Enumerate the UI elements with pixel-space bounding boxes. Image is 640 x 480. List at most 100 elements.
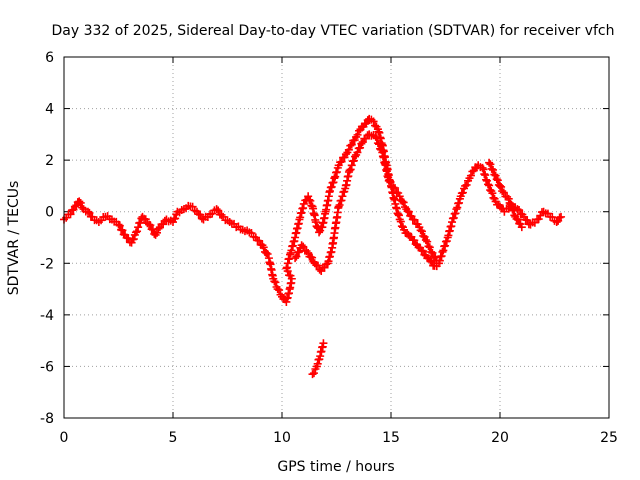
data-point [482,176,491,185]
data-point [141,215,150,224]
data-point [478,163,487,172]
data-point [304,248,313,257]
data-point [507,201,516,210]
data-point [488,189,497,198]
data-point [375,140,384,149]
data-point [357,139,366,148]
y-tick-label: 2 [45,153,54,169]
data-point [486,160,495,169]
data-point [344,145,353,154]
data-point [508,205,517,214]
data-point [345,166,354,175]
data-point [353,130,362,139]
data-point [304,192,313,201]
data-point [395,192,404,201]
data-point [255,236,264,245]
y-tick-label: -8 [40,411,54,427]
data-point [373,139,382,148]
y-tick-label: -4 [40,308,54,324]
data-point [299,199,308,208]
data-point [311,218,320,227]
x-tick-label: 5 [169,430,178,446]
data-point [131,228,140,237]
data-point [484,180,493,189]
data-point [309,369,318,378]
data-point [351,152,360,161]
data-point [452,205,461,214]
y-tick-label: -6 [40,359,54,375]
data-point [491,171,500,180]
data-point [423,237,432,246]
data-point [418,247,427,256]
data-point [129,235,138,244]
data-point [315,228,324,237]
data-point [461,181,470,190]
data-point [372,134,381,143]
data-point [509,206,518,215]
data-point [427,247,436,256]
data-point [334,202,343,211]
data-point [451,209,460,218]
data-point [291,254,300,263]
data-point [557,212,566,221]
data-point [480,170,489,179]
data-point [453,203,462,212]
data-point [479,165,488,174]
data-point [384,176,393,185]
data-point [416,226,425,235]
data-point [313,261,322,270]
data-point [482,175,491,184]
data-point [404,207,413,216]
data-point [468,167,477,176]
data-point [76,198,85,207]
data-point [308,370,317,379]
data-point [115,221,124,230]
data-point [417,227,426,236]
data-point [332,168,341,177]
data-point [320,263,329,272]
data-point [552,218,561,227]
data-point [154,224,163,233]
data-point [337,157,346,166]
data-point [153,228,162,237]
y-tick-label: 0 [45,205,54,221]
data-point [421,236,430,245]
data-point [305,195,314,204]
data-point [466,171,475,180]
data-point [391,184,400,193]
data-point [346,141,355,150]
data-point [329,178,338,187]
data-point [534,215,543,224]
data-point [492,175,501,184]
x-tick-label: 20 [491,430,509,446]
data-point [361,134,370,143]
data-point [419,231,428,240]
data-point [263,250,272,259]
data-point [399,198,408,207]
data-point [212,205,221,214]
x-axis-label: GPS time / hours [277,459,394,475]
x-tick-label: 15 [382,430,400,446]
data-point [442,237,451,246]
y-axis-label: SDTVAR / TECUs [6,181,22,296]
data-point [349,156,358,165]
data-point [114,220,123,229]
data-point [517,223,526,232]
chart-title: Day 332 of 2025, Sidereal Day-to-day VTE… [51,23,614,39]
data-point [83,207,92,216]
data-point [275,286,284,295]
data-point [398,197,407,206]
data-point [330,174,339,183]
data-point [439,246,448,255]
data-point [485,181,494,190]
data-point [306,196,315,205]
data-point [428,248,437,257]
data-point [148,225,157,234]
data-point [347,140,356,149]
data-point [424,242,433,251]
data-point [347,161,356,170]
data-point [437,252,446,261]
data-point [485,158,494,167]
data-point [448,218,457,227]
